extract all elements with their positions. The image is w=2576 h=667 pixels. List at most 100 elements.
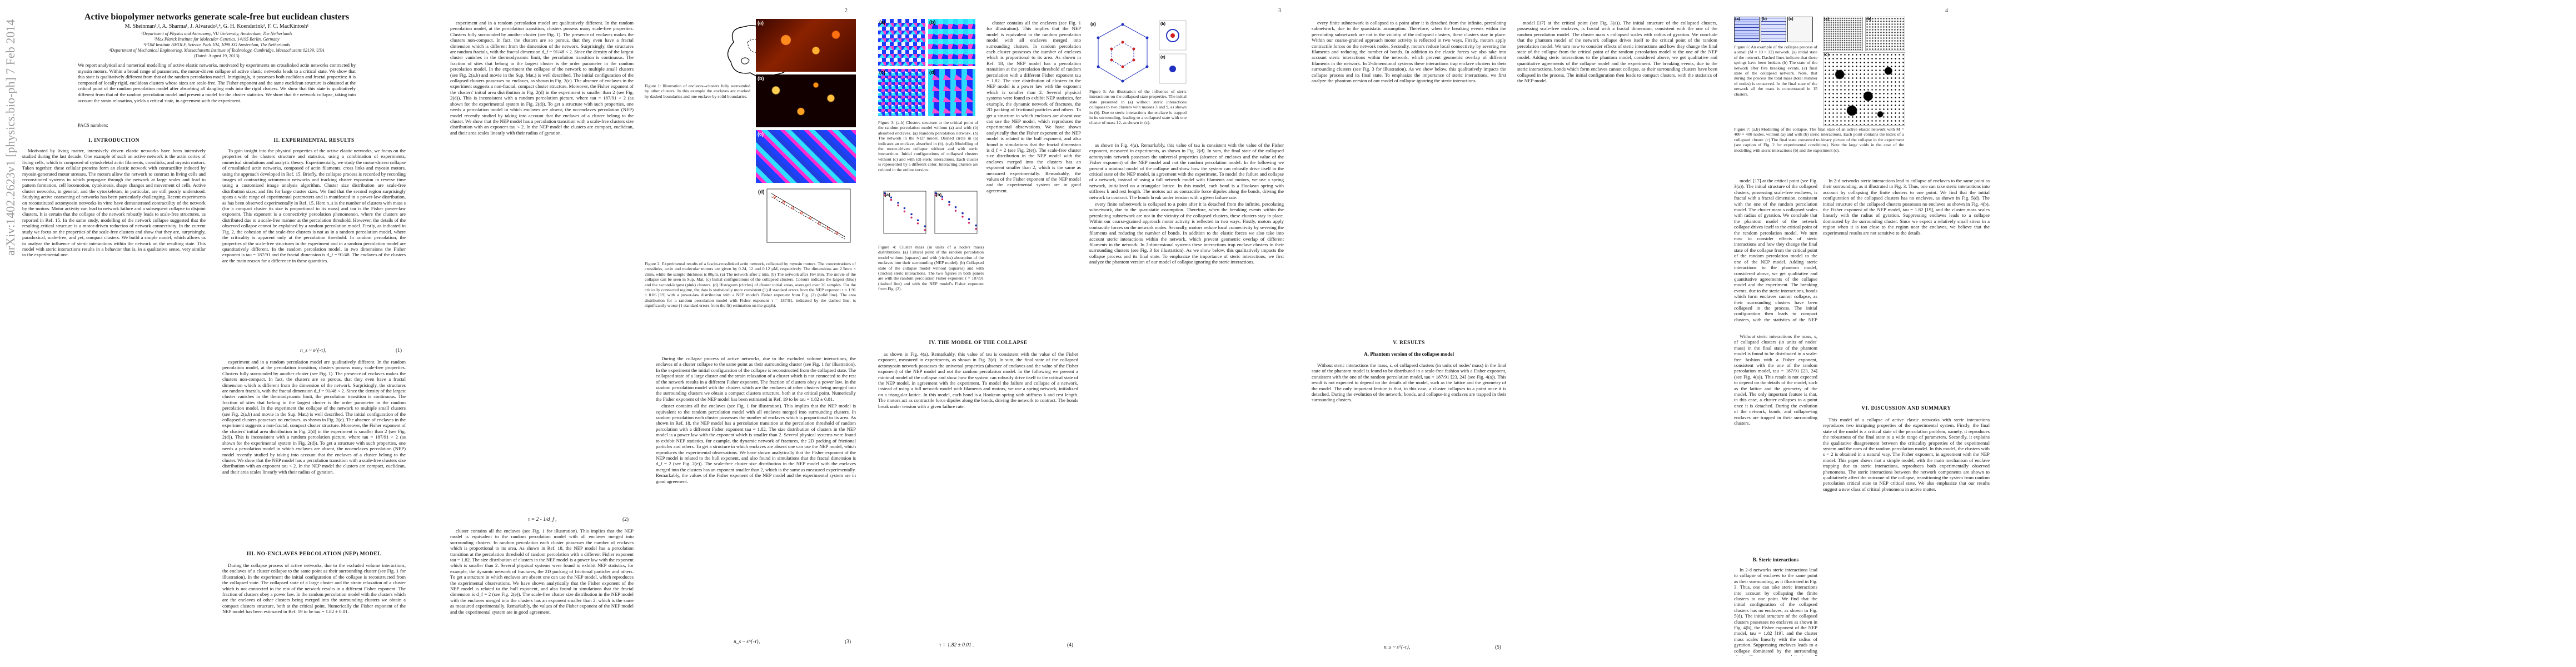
figure-7a-final-no-steric: (a) bbox=[1823, 17, 1863, 51]
figure-4-caption: Figure 4: Cluster mass (in units of a no… bbox=[878, 245, 984, 292]
figure-2d-label: (d) bbox=[758, 189, 765, 195]
figure-4-point-series1-7 bbox=[924, 225, 926, 227]
equation-3-number: (3) bbox=[845, 639, 851, 645]
figure-5b-two-clusters: (b) bbox=[1159, 20, 1187, 51]
figure-6c-final-state: (c) bbox=[1787, 17, 1813, 42]
figure-3a-random-percolation: (a) bbox=[878, 19, 925, 66]
p5-left-text-2: Without steric interactions the mass, s,… bbox=[1734, 334, 1817, 426]
figure-4-point-series1-5 bbox=[961, 212, 964, 215]
equation-2: τ = 2 - 1/d_f , bbox=[528, 517, 557, 522]
page-3: 3 (a) (b) (c) (d) Figure 3: (a-b) Cluste… bbox=[867, 0, 1295, 667]
figure-5a-initial-state: (a) bbox=[1090, 22, 1149, 83]
equation-3: n_s ~ s^{-τ}, bbox=[734, 639, 760, 645]
figure-7b-final-steric: (b) bbox=[1865, 17, 1905, 51]
figure-4-point-series2-3 bbox=[948, 203, 950, 206]
section-results: V. RESULTS bbox=[1393, 340, 1425, 346]
p3-right-text: as shown in Fig. 4(a). Remarkably, this … bbox=[1089, 142, 1284, 265]
figure-6b-label: (b) bbox=[1762, 17, 1767, 21]
p5-left-text: model [17] at the critical point (see Fi… bbox=[1734, 178, 1817, 322]
p3-text-right-of-fig3: cluster contains all the enclaves (see F… bbox=[986, 20, 1081, 193]
figure-4-point-series1-6 bbox=[916, 219, 919, 221]
figure-4-point-series1-4 bbox=[954, 206, 957, 208]
affiliation-3: ³FOM Institute AMOLF, Science Park 104, … bbox=[143, 42, 290, 47]
figure-3c-label: (c) bbox=[879, 69, 885, 75]
figure-4-point-series2-2 bbox=[890, 198, 893, 201]
p4-left-text: every finite subnetwork is collapsed to … bbox=[1312, 20, 1506, 84]
figure-4a-label: (a) bbox=[885, 192, 890, 197]
figure-4b-cluster-mass-distribution: (b) bbox=[934, 191, 978, 234]
section-model-of-collapse: IV. THE MODEL OF THE COLLAPSE bbox=[929, 340, 1028, 346]
figure-2c-label: (c) bbox=[758, 131, 764, 137]
equation-5: n_s ~ s^{-τ}, bbox=[1384, 645, 1411, 650]
p5-right-text: In 2-d networks steric interactions lead… bbox=[1823, 178, 1990, 236]
figure-4-point-series1-2 bbox=[890, 196, 893, 198]
equation-1: n_s ~ s^{-τ}, bbox=[300, 348, 327, 354]
figure-6-caption: Figure 6: An example of the collapse pro… bbox=[1734, 44, 1817, 97]
figure-4-point-series1-1 bbox=[935, 192, 937, 195]
p2-left-text-2: cluster contains all the enclaves (see F… bbox=[450, 528, 634, 615]
figure-4-point-series2-7 bbox=[975, 227, 977, 230]
figure-5c-one-cluster: (c) bbox=[1159, 53, 1187, 84]
figure-3d-label: (d) bbox=[929, 69, 936, 75]
figure-4-point-series2-1 bbox=[935, 194, 937, 197]
figure-3c-collapse-no-steric: (c) bbox=[878, 69, 925, 116]
affiliation-2: ²Max Planck Institute for Molecular Gene… bbox=[154, 37, 280, 42]
figure-2b-label: (b) bbox=[758, 76, 764, 81]
paper-authors: M. Sheinman¹,², A. Sharma¹, J. Alvarado³… bbox=[124, 23, 309, 29]
p2-left-text: experiment and in a random percolation m… bbox=[450, 20, 634, 136]
figure-4-point-series1-2 bbox=[941, 196, 944, 198]
figure-3b-nep-network: (b) bbox=[928, 19, 975, 66]
pacs-numbers: PACS numbers: bbox=[78, 122, 108, 128]
equation-2-number: (2) bbox=[622, 517, 629, 522]
section-nep-model: III. NO-ENCLAVES PERCOLATION (NEP) MODEL bbox=[246, 551, 382, 557]
figure-4-point-series2-5 bbox=[910, 216, 913, 219]
figure-4-point-series1-4 bbox=[903, 207, 906, 210]
exp-text-2: experiment and in a random percolation m… bbox=[222, 359, 406, 475]
p2-right-text: During the collapse process of active ne… bbox=[656, 356, 856, 484]
equation-5-number: (5) bbox=[1495, 645, 1502, 650]
page-5: 4 (a) (b) (c) Figure 6: An example of th… bbox=[1734, 0, 2162, 667]
figure-5c-label: (c) bbox=[1160, 56, 1165, 59]
page-number: 3 bbox=[1278, 8, 1281, 14]
figure-5a-label: (a) bbox=[1090, 22, 1096, 27]
figure-3a-label: (a) bbox=[879, 19, 885, 25]
page-number: 2 bbox=[845, 8, 848, 14]
discussion-text: This model of a collapse of active elast… bbox=[1823, 417, 1990, 492]
figure-6a-initial-network: (a) bbox=[1734, 17, 1760, 42]
figure-6b-after-breaking: (b) bbox=[1761, 17, 1786, 42]
nep-text: During the collapse process of active ne… bbox=[222, 563, 406, 615]
intro-text: Motivated by living matter, intensively … bbox=[22, 148, 206, 258]
figure-4-point-series1-1 bbox=[884, 192, 886, 195]
equation-4-number: (4) bbox=[1067, 643, 1074, 648]
figure-2a-network-image: (a) bbox=[756, 19, 856, 72]
paper-date: (Dated: August 19, 2013) bbox=[194, 53, 240, 58]
page-2: 2 experiment and in a random percolation… bbox=[434, 0, 861, 667]
steric-text: In 2-d networks steric interactions lead… bbox=[1734, 567, 1817, 656]
model-text: as shown in Fig. 4(a). Remarkably, this … bbox=[878, 351, 1078, 409]
figure-6c-label: (c) bbox=[1788, 17, 1793, 21]
paper-title: Active biopolymer networks generate scal… bbox=[84, 12, 350, 22]
subsection-phantom: A. Phantom version of the collapse model bbox=[1363, 351, 1454, 357]
figure-6a-label: (a) bbox=[1735, 17, 1740, 21]
figure-4-point-series2-4 bbox=[954, 210, 957, 212]
figure-4-point-series1-5 bbox=[910, 213, 913, 216]
figure-4-point-series2-1 bbox=[884, 194, 886, 197]
figure-4-point-series1-3 bbox=[948, 201, 950, 203]
figure-4-point-series1-3 bbox=[897, 202, 899, 204]
figure-7c-label: (c) bbox=[1824, 53, 1829, 57]
section-experimental-results: II. EXPERIMENTAL RESULTS bbox=[273, 138, 355, 143]
affiliation-4: ⁴Department of Mechanical Engineering, M… bbox=[109, 48, 325, 53]
figure-2d-histogram: (d) bbox=[758, 188, 851, 243]
figure-4-point-series2-6 bbox=[916, 222, 919, 225]
figure-3-caption: Figure 3: (a-b) Clusters structure at th… bbox=[878, 120, 978, 172]
exp-text-1: To gain insight into the physical proper… bbox=[222, 148, 406, 263]
figure-2a-label: (a) bbox=[758, 20, 764, 26]
figure-5-caption: Figure 5: An illustration of the influen… bbox=[1089, 89, 1187, 126]
figure-4-point-series1-6 bbox=[968, 218, 970, 221]
page-4: every finite subnetwork is collapsed to … bbox=[1301, 0, 1728, 667]
arxiv-stamp: arXiv:1402.2623v1 [physics.bio-ph] 7 Feb… bbox=[3, 19, 17, 256]
figure-7-caption: Figure 7: (a,b) Modelling of the collaps… bbox=[1734, 127, 1904, 153]
figure-3b-label: (b) bbox=[929, 19, 936, 25]
section-introduction: I. INTRODUCTION bbox=[88, 138, 139, 143]
figure-5b-label: (b) bbox=[1160, 22, 1165, 26]
